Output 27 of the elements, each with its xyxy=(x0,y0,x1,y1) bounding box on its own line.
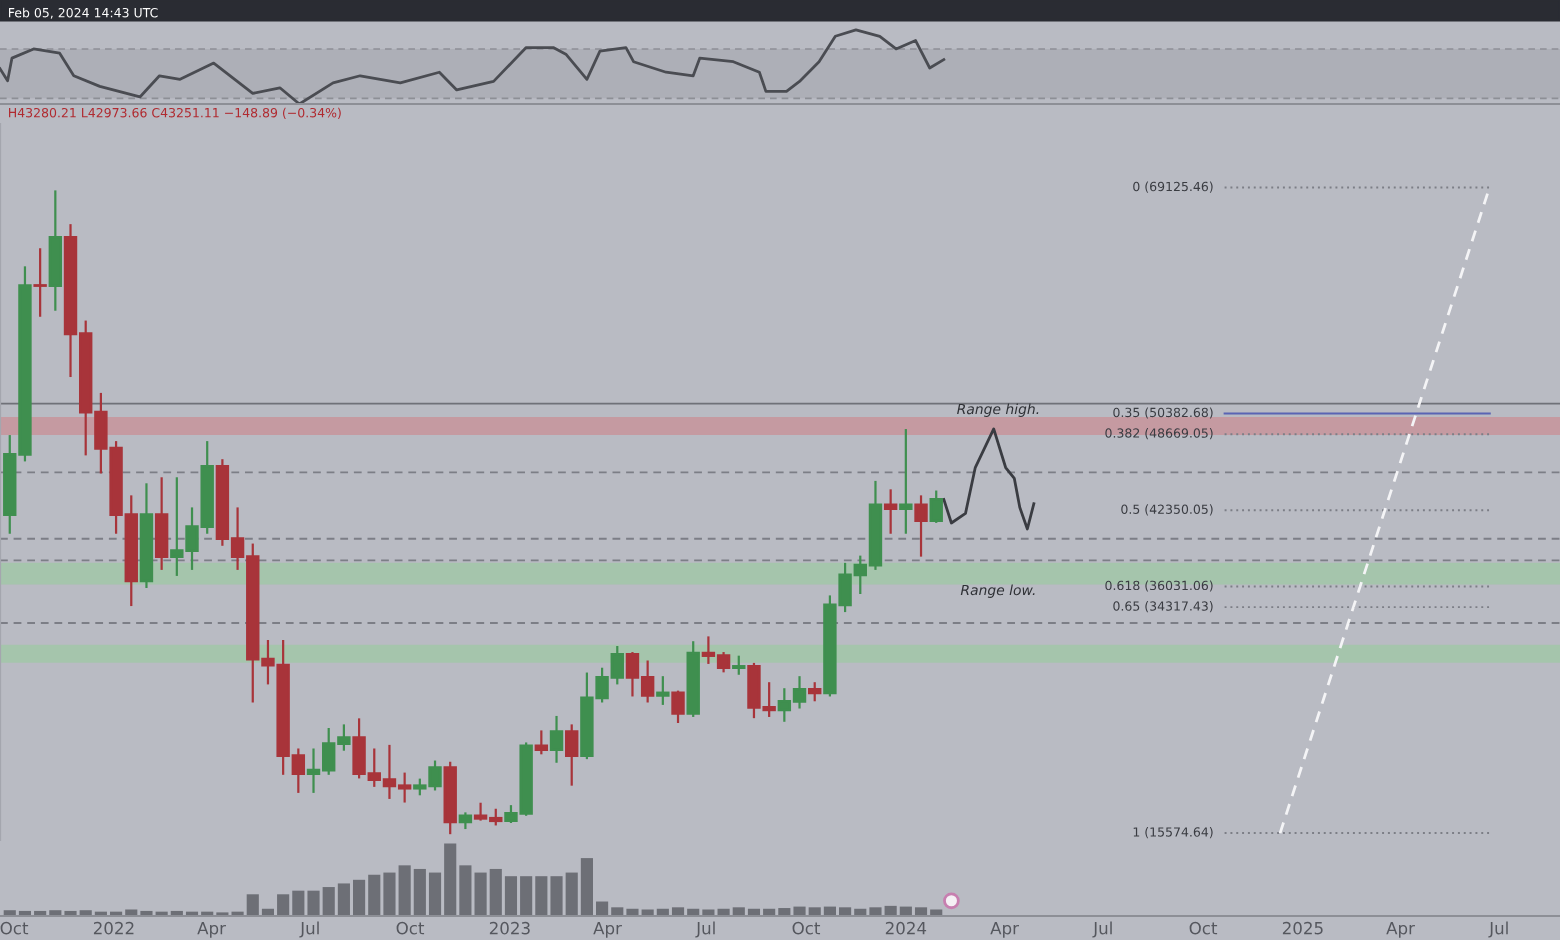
x-tick-label: Apr xyxy=(1386,922,1415,938)
x-tick-label: Jul xyxy=(1092,921,1112,938)
candlestick xyxy=(154,477,169,570)
candlestick xyxy=(534,730,549,755)
x-tick-label: Jul xyxy=(299,921,319,938)
candlestick xyxy=(33,248,47,317)
candlestick xyxy=(565,724,579,786)
x-tick-label: Oct xyxy=(396,921,425,935)
x-tick-label: Apr xyxy=(990,922,1019,938)
candlestick xyxy=(929,490,943,523)
candlestick xyxy=(671,690,685,723)
x-tick-label: Oct xyxy=(0,921,29,935)
x-tick-label: 2025 xyxy=(1282,921,1323,935)
x-tick-label: Apr xyxy=(197,922,226,938)
candlestick xyxy=(899,429,913,534)
candlestick xyxy=(914,495,928,557)
x-tick-label: Jul xyxy=(1488,921,1508,938)
x-tick-label: Jul xyxy=(695,921,715,938)
candlestick xyxy=(549,715,564,763)
x-tick-label: Oct xyxy=(792,921,821,935)
x-tick-label: 2024 xyxy=(885,921,927,935)
candlestick xyxy=(656,676,670,705)
candlestick xyxy=(883,489,898,534)
x-tick-label: 2023 xyxy=(489,921,530,935)
x-tick-label: 2022 xyxy=(93,921,134,935)
x-tick-label: Apr xyxy=(593,922,622,938)
x-tick-label: Oct xyxy=(1189,921,1218,935)
